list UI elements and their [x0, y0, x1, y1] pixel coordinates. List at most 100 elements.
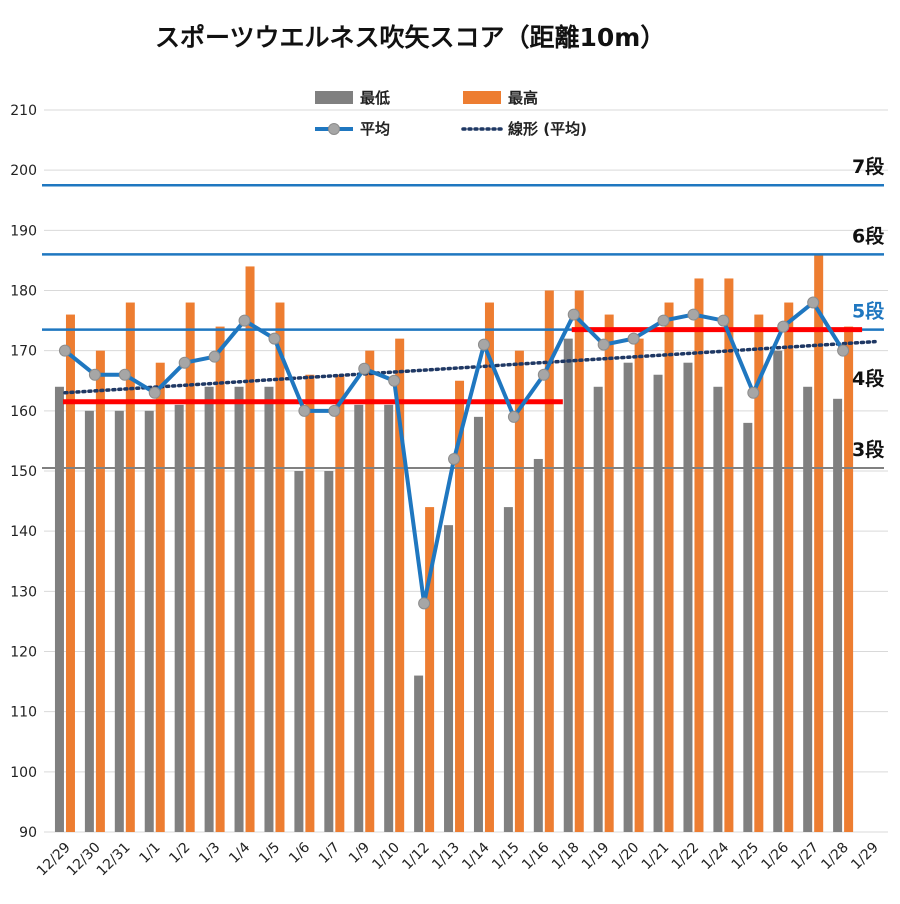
bar-max — [514, 350, 524, 832]
x-tick-label: 1/4 — [226, 839, 253, 866]
average-point — [268, 332, 281, 345]
y-tick-label: 130 — [10, 584, 37, 600]
x-tick-label: 1/2 — [166, 840, 193, 867]
bar-max — [455, 380, 465, 832]
grid-lines — [44, 109, 888, 833]
bar-min — [354, 404, 364, 832]
bar-min — [773, 350, 783, 832]
average-point — [328, 404, 341, 417]
average-point — [418, 597, 431, 610]
bar-min — [473, 416, 483, 832]
x-tick-label: 1/22 — [669, 840, 703, 874]
y-tick-label: 180 — [10, 284, 37, 300]
average-point — [537, 368, 550, 381]
bars — [54, 254, 854, 833]
x-tick-label: 1/25 — [729, 840, 763, 874]
trendline-group — [63, 339, 877, 395]
bar-max — [125, 302, 135, 832]
average-point — [118, 368, 131, 381]
x-tick-label: 1/20 — [609, 840, 643, 874]
average-point — [687, 308, 700, 321]
bar-max — [395, 338, 405, 832]
bar-min — [234, 386, 244, 832]
bar-max — [574, 290, 584, 832]
bar-max — [784, 302, 794, 832]
reference-line-label: 3段 — [852, 438, 885, 461]
bar-max — [844, 326, 854, 832]
average-point — [178, 356, 191, 369]
average-point — [388, 374, 401, 387]
bar-min — [623, 362, 633, 832]
legend-swatch-max — [463, 91, 501, 104]
legend-label-trend: 線形 (平均) — [508, 120, 587, 138]
reference-line-label: 7段 — [852, 155, 885, 178]
legend-label-min: 最低 — [360, 89, 390, 107]
average-point — [88, 368, 101, 381]
y-tick-label: 140 — [10, 524, 37, 540]
average-point — [627, 332, 640, 345]
average-point — [58, 344, 71, 357]
legend-label-max: 最高 — [508, 89, 538, 107]
y-tick-label: 200 — [10, 163, 37, 179]
average-point — [298, 404, 311, 417]
reference-line-label: 4段 — [852, 367, 885, 390]
bar-max — [425, 507, 435, 832]
reference-line-label: 5段 — [852, 300, 885, 323]
reference-line-label: 6段 — [852, 224, 885, 247]
bar-min — [593, 386, 603, 832]
x-tick-label: 1/1 — [136, 840, 163, 867]
bar-min — [114, 410, 124, 832]
x-tick-label: 1/28 — [818, 840, 852, 874]
x-tick-label: 1/6 — [286, 839, 313, 866]
bar-max — [754, 314, 764, 833]
y-tick-labels: 90 100 110 120 130 140 150 160 170 180 190 200 210 — [10, 103, 37, 841]
bar-max — [604, 314, 614, 833]
average-point — [717, 314, 730, 327]
chart-title: スポーツウエルネス吹矢スコア（距離10m） — [155, 23, 666, 52]
bar-min — [84, 410, 94, 832]
bar-max — [664, 302, 674, 832]
bar-min — [204, 386, 214, 832]
bar-min — [324, 471, 334, 832]
average-point — [747, 386, 760, 399]
x-tick-label: 1/13 — [429, 840, 463, 874]
x-tick-label: 12/31 — [94, 840, 134, 880]
legend-swatch-min — [315, 91, 353, 104]
bar-max — [155, 362, 165, 832]
bar-min — [294, 471, 304, 832]
y-tick-label: 110 — [10, 705, 37, 721]
average-point — [448, 452, 461, 465]
bar-max — [814, 254, 824, 832]
average-point — [837, 344, 850, 357]
average-point — [238, 314, 251, 327]
y-tick-label: 120 — [10, 645, 37, 661]
average-point — [777, 320, 790, 333]
x-tick-label: 1/21 — [639, 840, 673, 874]
bar-max — [365, 350, 375, 832]
bar-max — [484, 302, 494, 832]
x-tick-label: 1/29 — [848, 840, 882, 874]
y-tick-label: 170 — [10, 344, 37, 360]
x-tick-label: 1/7 — [316, 840, 343, 867]
x-tick-label: 1/5 — [256, 840, 283, 867]
bar-max — [215, 326, 225, 832]
x-tick-label: 1/10 — [369, 840, 403, 874]
average-point — [507, 410, 520, 423]
bar-max — [335, 374, 345, 832]
bar-max — [65, 314, 75, 833]
average-point — [477, 338, 490, 351]
bar-min — [653, 374, 663, 832]
y-tick-label: 160 — [10, 404, 37, 420]
x-tick-label: 1/15 — [489, 840, 523, 874]
x-tick-label: 1/14 — [459, 839, 493, 873]
bar-max — [245, 266, 255, 832]
bar-min — [264, 386, 274, 832]
average-line-group — [58, 296, 850, 610]
average-point — [567, 308, 580, 321]
bar-max — [185, 302, 195, 832]
y-tick-label: 150 — [10, 464, 37, 480]
average-point — [358, 362, 371, 375]
